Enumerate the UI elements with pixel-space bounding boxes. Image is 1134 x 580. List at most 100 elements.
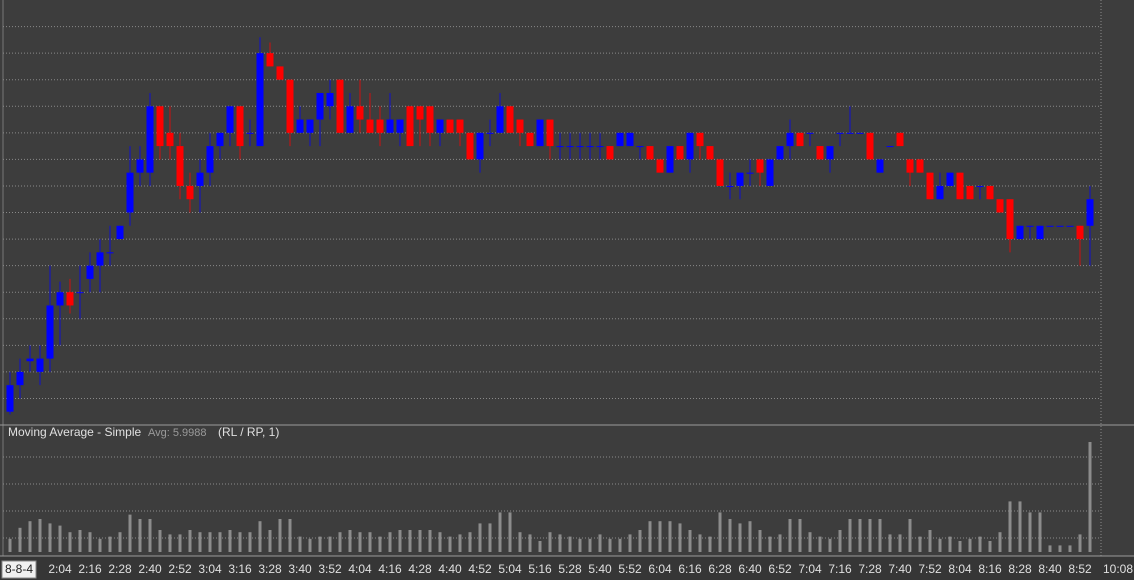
candle-body [896,132,904,147]
volume-bar [658,521,662,552]
candle-body [1046,225,1054,227]
candle-body [696,132,704,147]
candle-body [376,119,384,133]
candle-body [136,159,144,173]
candle-body [236,106,244,147]
candle-body [296,119,304,133]
x-tick-label: 8-8-4 [5,562,33,576]
candle-body [146,106,154,173]
candle-body [1036,225,1044,240]
volume-bar [298,536,302,552]
volume-bar [288,519,292,552]
candle-body [966,185,974,200]
volume-bar [968,538,972,552]
x-tick-label: 6:28 [708,562,732,576]
candle-body [36,358,44,372]
x-tick-label: 5:16 [528,562,552,576]
x-tick-label: 6:16 [678,562,702,576]
candle-body [396,119,404,133]
x-tick-label: 5:28 [558,562,582,576]
volume-bar [448,536,452,552]
volume-bar [418,530,422,552]
candle-body [736,172,744,186]
indicator-name: Moving Average - Simple [8,425,142,439]
candle-body [176,146,184,186]
candle-body [626,132,634,147]
candle-body [546,119,554,147]
candle-body [156,106,164,147]
volume-bar [18,527,22,552]
volume-bar [238,532,242,552]
candle-body [456,119,464,133]
volume-bar [628,534,632,552]
volume-bar [938,538,942,552]
volume-bar [198,532,202,552]
x-tick-label: 3:04 [198,562,222,576]
volume-bar [268,530,272,552]
volume-bar [688,530,692,552]
x-tick-label: 3:40 [288,562,312,576]
candle-body [816,146,824,160]
volume-bar [698,534,702,552]
volume-bar [1088,442,1092,552]
candle-body [516,119,524,133]
candle-body [556,146,564,148]
candle-body [786,132,794,147]
x-tick-label: 5:52 [618,562,642,576]
volume-bar [858,519,862,552]
volume-bar [478,523,482,552]
candle-body [126,172,134,213]
volume-bar [578,538,582,552]
candle-body [16,371,24,386]
x-tick-label: 4:28 [408,562,432,576]
candle-body [246,132,254,134]
candle-body [916,159,924,173]
candle-body [776,146,784,160]
volume-bar [848,519,852,552]
x-tick-label: 2:40 [138,562,162,576]
candle-body [906,159,914,173]
candle-body [386,119,394,133]
volume-bar [278,519,282,552]
candle-body [6,385,14,412]
candle-body [676,146,684,160]
candle-body [936,185,944,200]
volume-bar [878,519,882,552]
candle-body [326,92,334,107]
volume-bar [668,521,672,552]
candle-body [866,132,874,160]
volume-bar [708,536,712,552]
volume-bar [68,532,72,552]
volume-bar [78,530,82,552]
candle-body [46,305,54,359]
candle-body [826,146,834,160]
volume-bar [1048,545,1052,552]
volume-bar [788,519,792,552]
candle-body [946,172,954,186]
volume-bar [368,532,372,552]
x-end-label: 10:08 [1103,562,1133,576]
candle-body [746,172,754,174]
volume-bar [408,530,412,552]
volume-bar [118,532,122,552]
volume-bar [488,523,492,552]
candle-body [56,292,64,306]
candle-body [436,119,444,133]
x-tick-label: 4:04 [348,562,372,576]
volume-bar [468,532,472,552]
volume-bar [208,532,212,552]
volume-bar [808,532,812,552]
candle-body [206,146,214,173]
candle-body [756,159,764,173]
candle-body [836,132,844,134]
volume-bar [838,530,842,552]
candle-body [116,225,124,240]
candle-body [346,106,354,133]
candle-body [86,265,94,279]
volume-bar [998,532,1002,552]
volume-bar [818,536,822,552]
candle-body [666,146,674,173]
volume-bar [378,536,382,552]
candle-body [596,146,604,148]
